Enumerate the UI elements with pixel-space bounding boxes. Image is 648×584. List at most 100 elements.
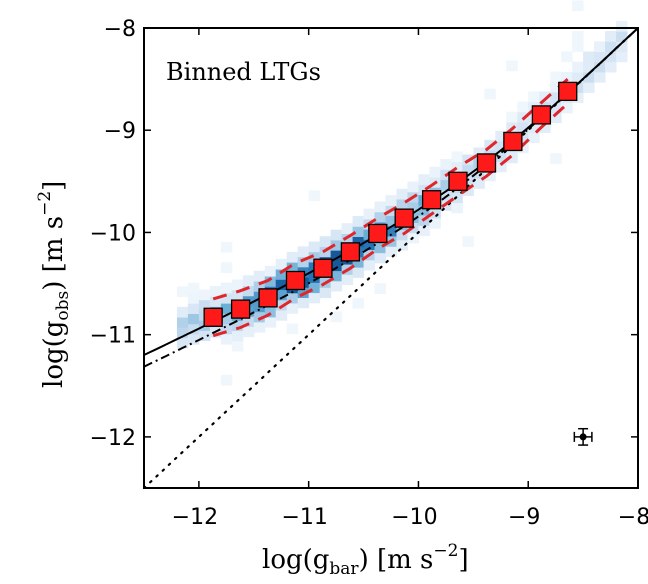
heatmap-cell [352,267,365,278]
heatmap-cell [396,198,408,210]
heatmap-cell [462,236,474,248]
heatmap-cell [385,225,397,237]
heatmap-cell [308,251,321,263]
y-tick-label: −12 [90,426,136,451]
ticks: −12 −11 −10 −9 −8 −8 −9 −10 −11 −12 [90,17,648,530]
heatmap-cell [374,242,387,254]
heatmap-cell [594,41,606,53]
heatmap-cell [187,282,200,294]
heatmap-cell [374,211,387,223]
heatmap-cell [418,174,430,185]
heatmap-cell [440,159,452,170]
heatmap-cell [319,287,332,299]
heatmap-cell [550,112,562,124]
heatmap-cell [231,279,244,291]
heatmap-cell [517,122,529,133]
heatmap-cell [176,286,189,298]
heatmap-cell [385,246,397,257]
x-axis-label: log(gbar) [m s−2] [262,541,469,579]
heatmap-cell [616,41,628,53]
heatmap-cell [429,217,441,229]
heatmap-cell [506,60,518,72]
heatmap-cell [187,313,200,325]
heatmap-cell [352,216,365,227]
heatmap-cell [209,296,222,307]
y-axis-label: log(gobs) [m s−2] [35,181,73,388]
heatmap-cell [396,188,408,200]
heatmap-cell [330,260,343,272]
heatmap-cell [319,236,332,247]
heatmap-cell [583,51,595,63]
heatmap-cell [253,281,266,292]
heatmap-cell [308,292,321,304]
heatmap-cell [539,91,551,103]
heatmap-cell [275,279,288,291]
heatmap-cell [198,299,211,311]
heatmap-cell [330,239,343,251]
panel-annotation: Binned LTGs [166,58,321,86]
binned-point [258,288,278,308]
heatmap-cell [495,130,507,142]
x-tick-label: −10 [391,505,437,530]
heatmap-cell [418,204,430,216]
heatmap-cell [286,323,299,335]
heatmap-cell [473,167,485,179]
heatmap-cell [517,142,529,154]
dashdot-line [143,27,639,368]
heatmap-cell [220,313,233,325]
heatmap-cell [363,239,376,251]
y-tick-label: −9 [104,119,136,144]
heatmap-cell [572,31,584,42]
heatmap-cell [209,285,222,297]
heatmap-cell [264,306,277,318]
error-point [579,433,587,441]
heatmap-cell [572,92,584,104]
heatmap-cell [176,317,189,328]
heatmap-cell [462,164,474,176]
y-tick-label: −8 [104,17,136,42]
lower-scatter-band [212,102,569,338]
heatmap-cell [275,289,288,301]
y-tick-label: −10 [90,221,136,246]
binned-point [503,131,523,152]
heatmap-cell [451,161,463,173]
heatmap-cell [605,51,617,63]
binned-point [394,208,414,228]
heatmap-cell [297,297,310,309]
heatmap-cell [231,289,244,301]
heatmap-cell [528,122,540,133]
heatmap-cell [264,265,277,277]
heatmap-cell [583,71,595,83]
heatmap-cell [220,333,233,345]
heatmap-cell [550,71,562,83]
heatmap-cell [429,166,441,178]
heatmap-cell [594,51,606,63]
heatmap-cell [231,340,244,352]
heatmap-cell [528,132,540,143]
heatmap-cell [572,82,584,93]
heatmap-cell [396,229,408,241]
heatmap-cell [616,20,628,32]
heatmap-cell [220,374,233,386]
heatmap-cell [308,282,321,294]
y-tick-label: −11 [90,324,136,349]
heatmap-cell [451,151,463,163]
heatmap-cell [550,153,562,164]
heatmap-cell [550,102,562,113]
heatmap-cell [220,241,233,253]
heatmap-cell [561,71,573,83]
heatmap-cell [220,282,233,294]
binned-point [285,270,306,291]
heatmap-cell [385,195,397,206]
heatmap-cell [506,152,518,164]
binned-point [476,153,497,173]
heatmap-cell [572,0,584,12]
heatmap-cell [484,88,496,100]
heatmap-cell [495,151,507,163]
heatmap-cell [572,41,584,53]
heatmap-cell [187,333,200,345]
heatmap-cell [572,71,584,83]
x-tick-label: −8 [618,505,648,530]
heatmap-cell [220,292,233,304]
heatmap-cell [275,269,288,280]
